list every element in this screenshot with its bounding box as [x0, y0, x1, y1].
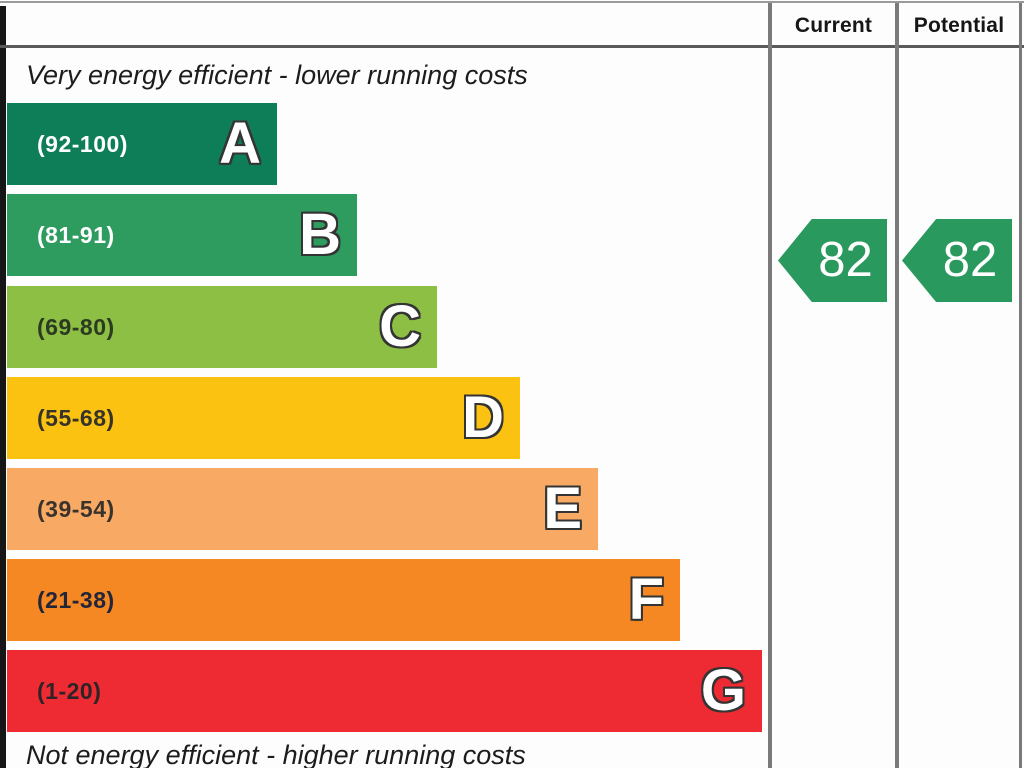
band-range-label: (69-80) — [37, 313, 115, 340]
potential-rating-arrow: 82 — [902, 219, 1012, 302]
band-range-label: (1-20) — [37, 677, 102, 704]
top-border-line — [0, 1, 1024, 3]
band-range-label: (92-100) — [37, 130, 128, 157]
left-border-line — [0, 6, 6, 768]
band-e: (39-54) E — [7, 468, 598, 550]
band-letter: G — [700, 658, 746, 723]
band-b: (81-91) B — [7, 194, 357, 276]
band-c: (69-80) C — [7, 286, 437, 368]
band-g: (1-20) G — [7, 650, 762, 732]
band-letter: B — [299, 202, 341, 267]
band-letter: F — [628, 567, 664, 632]
top-caption: Very energy efficient - lower running co… — [26, 60, 528, 90]
current-column-divider — [768, 3, 772, 768]
band-range-label: (81-91) — [37, 221, 115, 248]
band-f: (21-38) F — [7, 559, 680, 641]
band-range-label: (39-54) — [37, 495, 115, 522]
potential-column-divider — [895, 3, 899, 768]
right-border-line — [1019, 3, 1022, 768]
current-rating-value: 82 — [818, 233, 873, 287]
potential-rating-value: 82 — [942, 233, 998, 287]
band-letter: A — [219, 111, 261, 176]
band-d: (55-68) D — [7, 377, 520, 459]
current-column-header: Current — [794, 14, 873, 37]
band-letter: E — [543, 476, 582, 541]
potential-column-header: Potential — [913, 14, 1005, 37]
current-rating-arrow: 82 — [778, 219, 887, 302]
header-divider-line — [0, 45, 1024, 48]
band-a: (92-100) A — [7, 103, 277, 185]
band-letter: D — [462, 385, 504, 450]
bottom-caption: Not energy efficient - higher running co… — [26, 740, 526, 768]
band-range-label: (21-38) — [37, 586, 115, 613]
band-letter: C — [379, 294, 421, 359]
band-range-label: (55-68) — [37, 404, 115, 431]
